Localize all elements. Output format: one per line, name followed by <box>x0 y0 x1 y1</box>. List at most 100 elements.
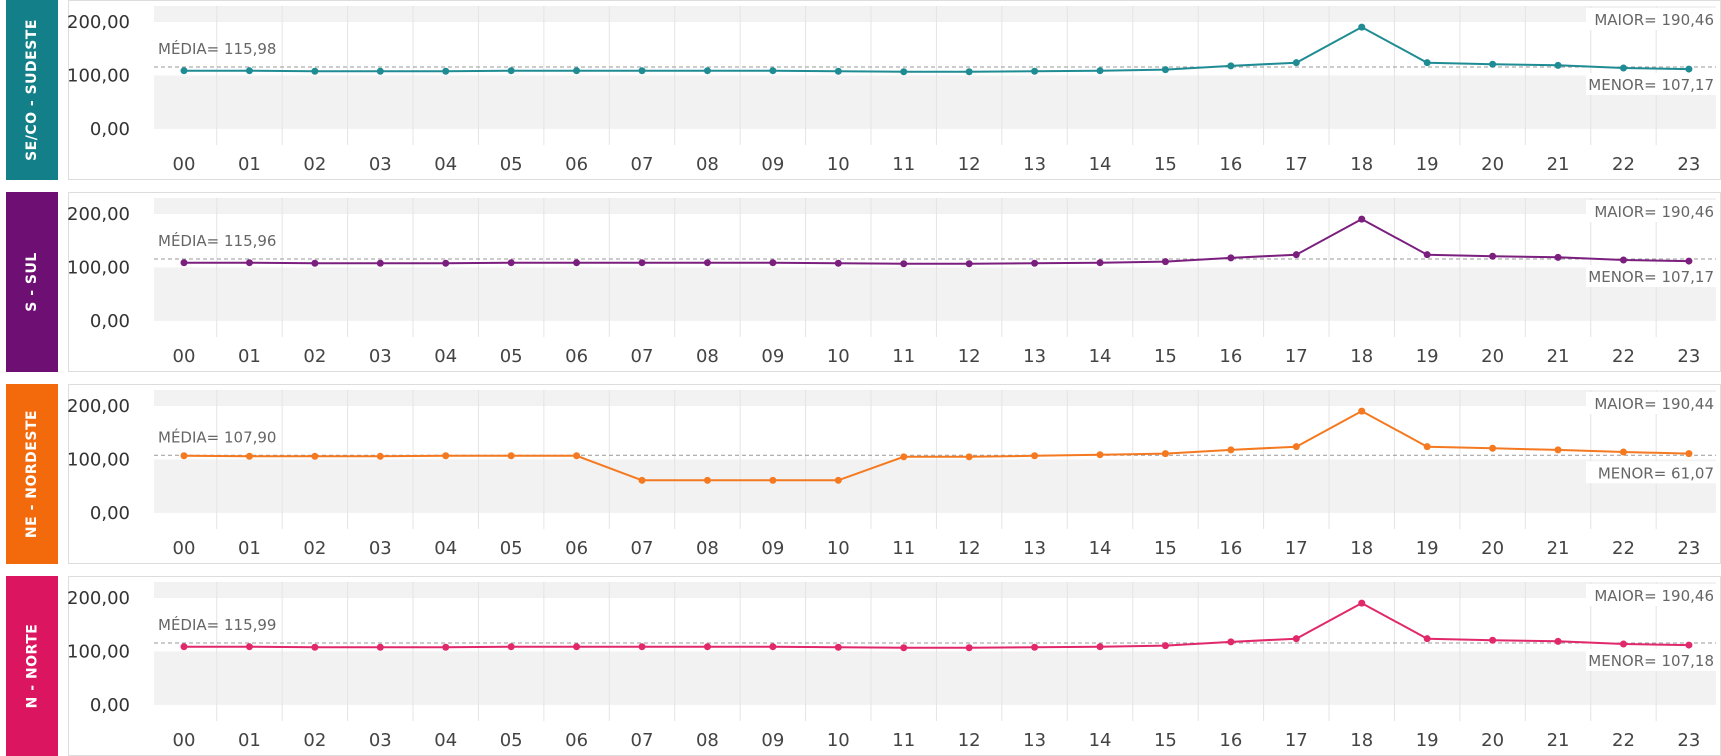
data-point[interactable] <box>442 643 450 651</box>
data-point[interactable] <box>1161 450 1169 458</box>
data-point[interactable] <box>638 643 646 651</box>
data-point[interactable] <box>900 260 908 268</box>
data-point[interactable] <box>1292 635 1300 643</box>
data-point[interactable] <box>507 259 515 267</box>
data-point[interactable] <box>442 67 450 75</box>
data-point[interactable] <box>1358 215 1366 223</box>
data-point[interactable] <box>1489 444 1497 452</box>
data-point[interactable] <box>1423 59 1431 67</box>
data-point[interactable] <box>180 259 188 267</box>
data-point[interactable] <box>507 643 515 651</box>
data-point[interactable] <box>900 68 908 76</box>
data-point[interactable] <box>834 476 842 484</box>
data-point[interactable] <box>1619 640 1627 648</box>
data-point[interactable] <box>1685 257 1693 265</box>
data-point[interactable] <box>703 476 711 484</box>
data-point[interactable] <box>1423 635 1431 643</box>
data-point[interactable] <box>834 643 842 651</box>
data-point[interactable] <box>1292 59 1300 67</box>
data-point[interactable] <box>1227 446 1235 454</box>
data-point[interactable] <box>1292 443 1300 451</box>
data-point[interactable] <box>1554 637 1562 645</box>
data-point[interactable] <box>245 67 253 75</box>
data-point[interactable] <box>1096 67 1104 75</box>
data-point[interactable] <box>834 67 842 75</box>
data-point[interactable] <box>1161 258 1169 266</box>
x-tick-label: 20 <box>1481 346 1504 367</box>
data-point[interactable] <box>1489 60 1497 68</box>
data-point[interactable] <box>965 644 973 652</box>
data-point[interactable] <box>965 260 973 268</box>
data-point[interactable] <box>1227 254 1235 262</box>
data-point[interactable] <box>573 643 581 651</box>
data-point[interactable] <box>1358 599 1366 607</box>
data-point[interactable] <box>311 259 319 267</box>
data-point[interactable] <box>1096 451 1104 459</box>
data-point[interactable] <box>1096 643 1104 651</box>
data-point[interactable] <box>180 452 188 460</box>
data-point[interactable] <box>1423 251 1431 259</box>
x-tick-label: 22 <box>1612 154 1635 175</box>
data-point[interactable] <box>1096 259 1104 267</box>
data-point[interactable] <box>1358 23 1366 31</box>
data-point[interactable] <box>900 644 908 652</box>
series-line <box>184 25 1689 73</box>
data-point[interactable] <box>180 643 188 651</box>
data-point[interactable] <box>1292 251 1300 259</box>
data-point[interactable] <box>769 259 777 267</box>
data-point[interactable] <box>1031 643 1039 651</box>
data-point[interactable] <box>1031 67 1039 75</box>
data-point[interactable] <box>245 259 253 267</box>
data-point[interactable] <box>638 67 646 75</box>
data-point[interactable] <box>703 259 711 267</box>
data-point[interactable] <box>1685 65 1693 73</box>
data-point[interactable] <box>573 67 581 75</box>
data-point[interactable] <box>1161 642 1169 650</box>
data-point[interactable] <box>769 643 777 651</box>
data-point[interactable] <box>703 67 711 75</box>
data-point[interactable] <box>1358 407 1366 415</box>
data-point[interactable] <box>245 452 253 460</box>
data-point[interactable] <box>1685 641 1693 649</box>
data-point[interactable] <box>1031 452 1039 460</box>
data-point[interactable] <box>442 259 450 267</box>
data-point[interactable] <box>1554 446 1562 454</box>
data-point[interactable] <box>1685 450 1693 458</box>
data-point[interactable] <box>442 452 450 460</box>
data-point[interactable] <box>1031 259 1039 267</box>
data-point[interactable] <box>311 67 319 75</box>
data-point[interactable] <box>376 259 384 267</box>
data-point[interactable] <box>507 67 515 75</box>
data-point[interactable] <box>376 67 384 75</box>
data-point[interactable] <box>900 453 908 461</box>
data-point[interactable] <box>1227 638 1235 646</box>
data-point[interactable] <box>311 452 319 460</box>
data-point[interactable] <box>180 67 188 75</box>
data-point[interactable] <box>638 259 646 267</box>
data-point[interactable] <box>573 259 581 267</box>
data-point[interactable] <box>1619 448 1627 456</box>
data-point[interactable] <box>769 476 777 484</box>
data-point[interactable] <box>1489 252 1497 260</box>
data-point[interactable] <box>1554 61 1562 69</box>
data-point[interactable] <box>769 67 777 75</box>
data-point[interactable] <box>1227 62 1235 70</box>
data-point[interactable] <box>376 452 384 460</box>
data-point[interactable] <box>507 452 515 460</box>
data-point[interactable] <box>1161 66 1169 74</box>
data-point[interactable] <box>638 476 646 484</box>
data-point[interactable] <box>573 452 581 460</box>
data-point[interactable] <box>703 643 711 651</box>
data-point[interactable] <box>1489 636 1497 644</box>
data-point[interactable] <box>965 68 973 76</box>
data-point[interactable] <box>1619 64 1627 72</box>
data-point[interactable] <box>1423 443 1431 451</box>
x-tick-label: 05 <box>500 154 523 175</box>
data-point[interactable] <box>1554 253 1562 261</box>
data-point[interactable] <box>834 259 842 267</box>
data-point[interactable] <box>245 643 253 651</box>
data-point[interactable] <box>1619 256 1627 264</box>
data-point[interactable] <box>376 643 384 651</box>
data-point[interactable] <box>311 643 319 651</box>
data-point[interactable] <box>965 453 973 461</box>
